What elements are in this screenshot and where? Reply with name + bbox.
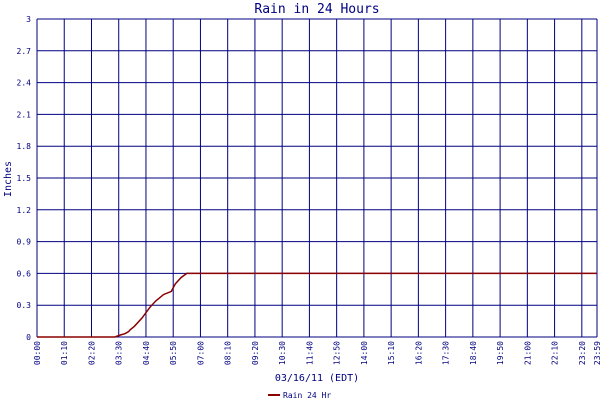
x-tick-label: 18:40 [469,341,478,365]
y-tick-label: 1.8 [17,142,32,151]
x-tick-label: 02:20 [87,341,96,365]
y-tick-label: 0 [26,333,31,342]
legend: Rain 24 Hr [268,391,331,400]
x-tick-label: 09:20 [251,341,260,365]
x-tick-label: 16:20 [414,341,423,365]
chart-series [37,272,597,338]
y-tick-label: 0.9 [17,238,32,247]
x-tick-label: 00:00 [33,341,42,365]
x-tick-label: 14:00 [360,341,369,365]
y-tick-label: 1.2 [17,206,32,215]
x-tick-label: 04:40 [142,341,151,365]
y-tick-label: 0.6 [17,269,32,278]
y-tick-label: 3 [26,15,31,24]
y-tick-label: 1.5 [17,174,32,183]
x-tick-label: 22:10 [551,341,560,365]
x-tick-label: 08:10 [224,341,233,365]
x-axis-label: 03/16/11 (EDT) [275,373,359,384]
x-tick-label: 10:30 [278,341,287,365]
x-tick-labels: 00:00 01:10 02:20 03:30 04:40 05:50 07:00 08:10… [33,341,600,365]
x-tick-label: 07:00 [196,341,205,365]
chart-grid [36,18,598,338]
x-tick-label: 11:40 [305,341,314,365]
y-tick-label: 2.4 [17,79,32,88]
y-tick-label: 2.7 [17,47,32,56]
x-tick-label: 21:00 [523,341,532,365]
y-axis-label: Inches [3,161,14,197]
x-tick-label: 17:30 [442,341,451,365]
y-tick-labels: 0 0.3 0.6 0.9 1.2 1.5 1.8 2.1 2.4 2.7 3 [17,15,32,342]
x-tick-label: 19:50 [496,341,505,365]
y-tick-label: 0.3 [17,301,32,310]
x-tick-label: 23:20 [578,341,587,365]
legend-label: Rain 24 Hr [283,391,331,400]
chart-title: Rain in 24 Hours [254,2,379,17]
y-tick-label: 2.1 [17,110,32,119]
x-tick-label: 05:50 [169,341,178,365]
series-line-rain-24-hr [37,272,597,338]
x-tick-label: 01:10 [60,341,69,365]
x-tick-label: 15:10 [387,341,396,365]
x-tick-label: 03:30 [115,341,124,365]
x-tick-label: 23:59 [593,341,600,365]
x-tick-label: 12:50 [333,341,342,365]
